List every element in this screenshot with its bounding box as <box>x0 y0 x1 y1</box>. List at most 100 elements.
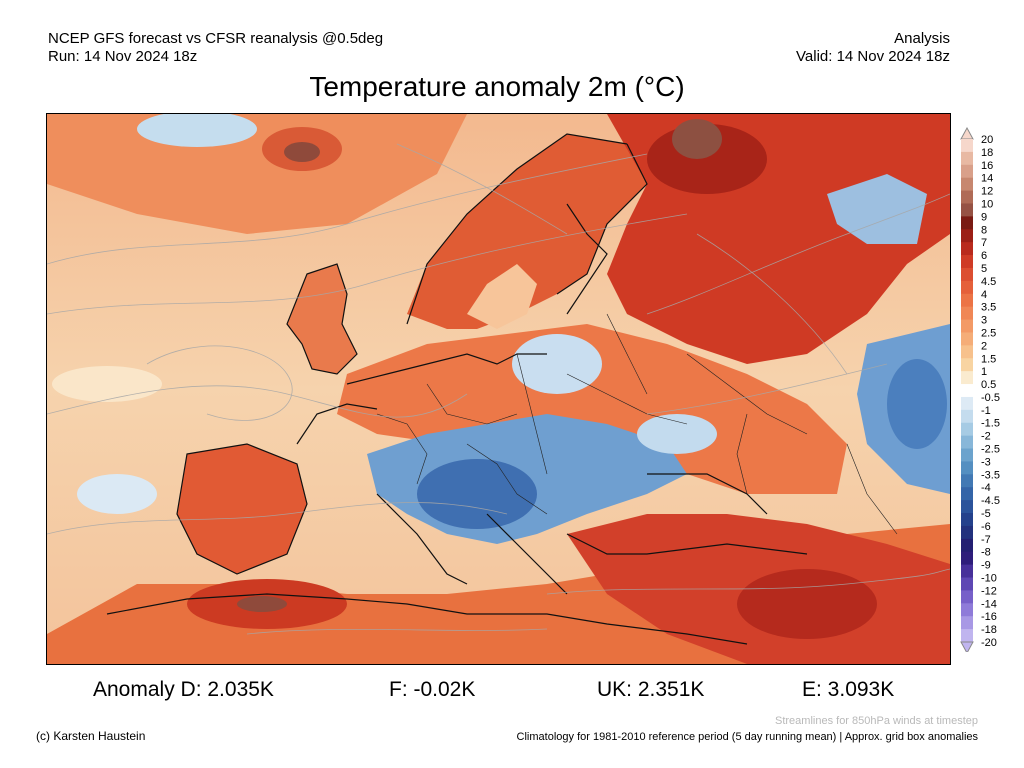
climatology-note: Climatology for 1981-2010 reference peri… <box>516 731 978 743</box>
colorbar-tick-label: 8 <box>981 224 987 236</box>
anomaly-map <box>46 108 957 665</box>
cool-patch-atlantic-west <box>77 474 157 514</box>
colorbar-top-arrow <box>960 127 974 140</box>
colorbar-swatch <box>961 448 973 462</box>
colorbar-swatch <box>961 332 973 346</box>
colorbar-tick-label: -7 <box>981 534 991 546</box>
cold-patch-urals <box>827 174 927 244</box>
colorbar-tick-label: -4 <box>981 482 991 494</box>
extreme-patch-atlas <box>237 596 287 612</box>
colorbar-swatch <box>961 564 973 579</box>
map-canvas <box>46 108 957 664</box>
colorbar-tick-label: -8 <box>981 547 991 559</box>
colorbar-tick-label: 20 <box>981 134 993 146</box>
stat-europe: E: 3.093K <box>802 678 895 701</box>
map-title: Temperature anomaly 2m (°C) <box>309 71 685 102</box>
cold-core-kazakhstan <box>887 359 947 449</box>
central-europe-warm <box>337 324 847 494</box>
colorbar-swatch <box>961 577 973 591</box>
colorbar-swatch <box>961 371 973 385</box>
colorbar-tick-label: 14 <box>981 173 993 185</box>
colorbar-swatch <box>961 164 973 179</box>
british-isles-coast <box>286 263 358 375</box>
russia-extreme-core <box>672 119 722 159</box>
colorbar-swatch <box>961 280 973 295</box>
colorbar-tick-label: -3.5 <box>981 469 1000 481</box>
header-right: Analysis Valid: 14 Nov 2024 18z <box>796 30 950 66</box>
colorbar-tick-label: -20 <box>981 637 997 649</box>
colorbar-swatch <box>961 422 973 437</box>
colorbar-tick-label: 1 <box>981 366 987 378</box>
valid-time-label: Valid: 14 Nov 2024 18z <box>796 48 950 65</box>
warm-arctic-region <box>47 114 467 234</box>
colorbar-tick-label: 12 <box>981 186 993 198</box>
colorbar-swatch <box>961 487 973 501</box>
iberia-warm <box>177 444 307 574</box>
cold-core-balkans <box>417 459 537 529</box>
colorbar-bottom-arrow <box>960 641 974 652</box>
cool-patch-ukraine <box>637 414 717 454</box>
colorbar-swatch <box>961 603 973 617</box>
colorbar-swatch <box>961 267 973 282</box>
colorbar-swatch <box>961 551 973 566</box>
wind-streamlines <box>46 143 951 635</box>
colorbar-swatch <box>961 229 973 243</box>
colorbar-swatch <box>961 319 973 333</box>
colorbar-swatch <box>961 306 973 321</box>
stat-uk: UK: 2.351K <box>597 678 705 701</box>
colorbar-swatch <box>961 396 973 411</box>
stat-germany: Anomaly D: 2.035K <box>93 678 274 701</box>
colorbar-tick-label: -6 <box>981 521 991 533</box>
colorbar-tick-label: -4.5 <box>981 495 1000 507</box>
colorbar-swatch <box>961 139 973 153</box>
colorbar-swatch <box>961 513 973 527</box>
colorbar-tick-label: 9 <box>981 211 987 223</box>
country-anomaly-stats: Anomaly D: 2.035K F: -0.02K UK: 2.351K E… <box>0 678 1024 708</box>
colorbar-swatch <box>961 409 973 424</box>
scandinavia-land <box>407 134 647 329</box>
header-left: NCEP GFS forecast vs CFSR reanalysis @0.… <box>48 30 383 66</box>
colorbar-tick-label: 1.5 <box>981 353 996 365</box>
colorbar-tick-label: 0.5 <box>981 379 996 391</box>
sweden-mild-area <box>467 264 537 329</box>
colorbar-swatch <box>961 384 973 398</box>
mild-patch-atlantic <box>52 366 162 402</box>
colorbar-tick-label: -2 <box>981 431 991 443</box>
colorbar-tick-label: -16 <box>981 611 997 623</box>
colorbar-tick-label: 5 <box>981 263 987 275</box>
colorbar-tick-label: -10 <box>981 573 997 585</box>
colorbar-tick-label: 16 <box>981 160 993 172</box>
credit-label: (c) Karsten Haustein <box>36 729 146 743</box>
colorbar-swatch <box>961 203 973 217</box>
colorbar-swatch <box>961 293 973 308</box>
stat-france: F: -0.02K <box>389 678 476 701</box>
colorbar-swatch <box>961 435 973 450</box>
country-borders <box>376 313 898 535</box>
colorbar-swatch <box>961 461 973 475</box>
colorbar-tick-label: 4.5 <box>981 276 996 288</box>
colorbar-tick-label: -1 <box>981 405 991 417</box>
colorbar-swatch <box>961 345 973 359</box>
colorbar-svg: 201816141210987654.543.532.521.510.5-0.5… <box>960 127 1000 652</box>
colorbar-swatch <box>961 151 973 166</box>
colorbar-tick-label: 3.5 <box>981 302 996 314</box>
colorbar-tick-label: 6 <box>981 250 987 262</box>
colorbar-swatch <box>961 216 973 230</box>
cool-patch-poland <box>512 334 602 394</box>
model-source-label: NCEP GFS forecast vs CFSR reanalysis @0.… <box>48 30 384 47</box>
colorbar-tick-label: 2 <box>981 340 987 352</box>
colorbar-tick-label: 18 <box>981 147 993 159</box>
colorbar-tick-label: 4 <box>981 289 987 301</box>
hot-core-middle-east <box>737 569 877 639</box>
colorbar-swatch <box>961 190 973 204</box>
colorbar-tick-label: -5 <box>981 508 991 520</box>
colorbar-swatch <box>961 474 973 488</box>
colorbar-swatch <box>961 255 973 269</box>
colorbar-tick-label: 10 <box>981 198 993 210</box>
colorbar-swatch <box>961 525 973 540</box>
colorbar-swatch <box>961 629 973 643</box>
colorbar-tick-label: -0.5 <box>981 392 1000 404</box>
run-time-label: Run: 14 Nov 2024 18z <box>48 48 198 65</box>
streamline-note: Streamlines for 850hPa winds at timestep <box>775 715 978 727</box>
colorbar-tick-label: 2.5 <box>981 327 996 339</box>
